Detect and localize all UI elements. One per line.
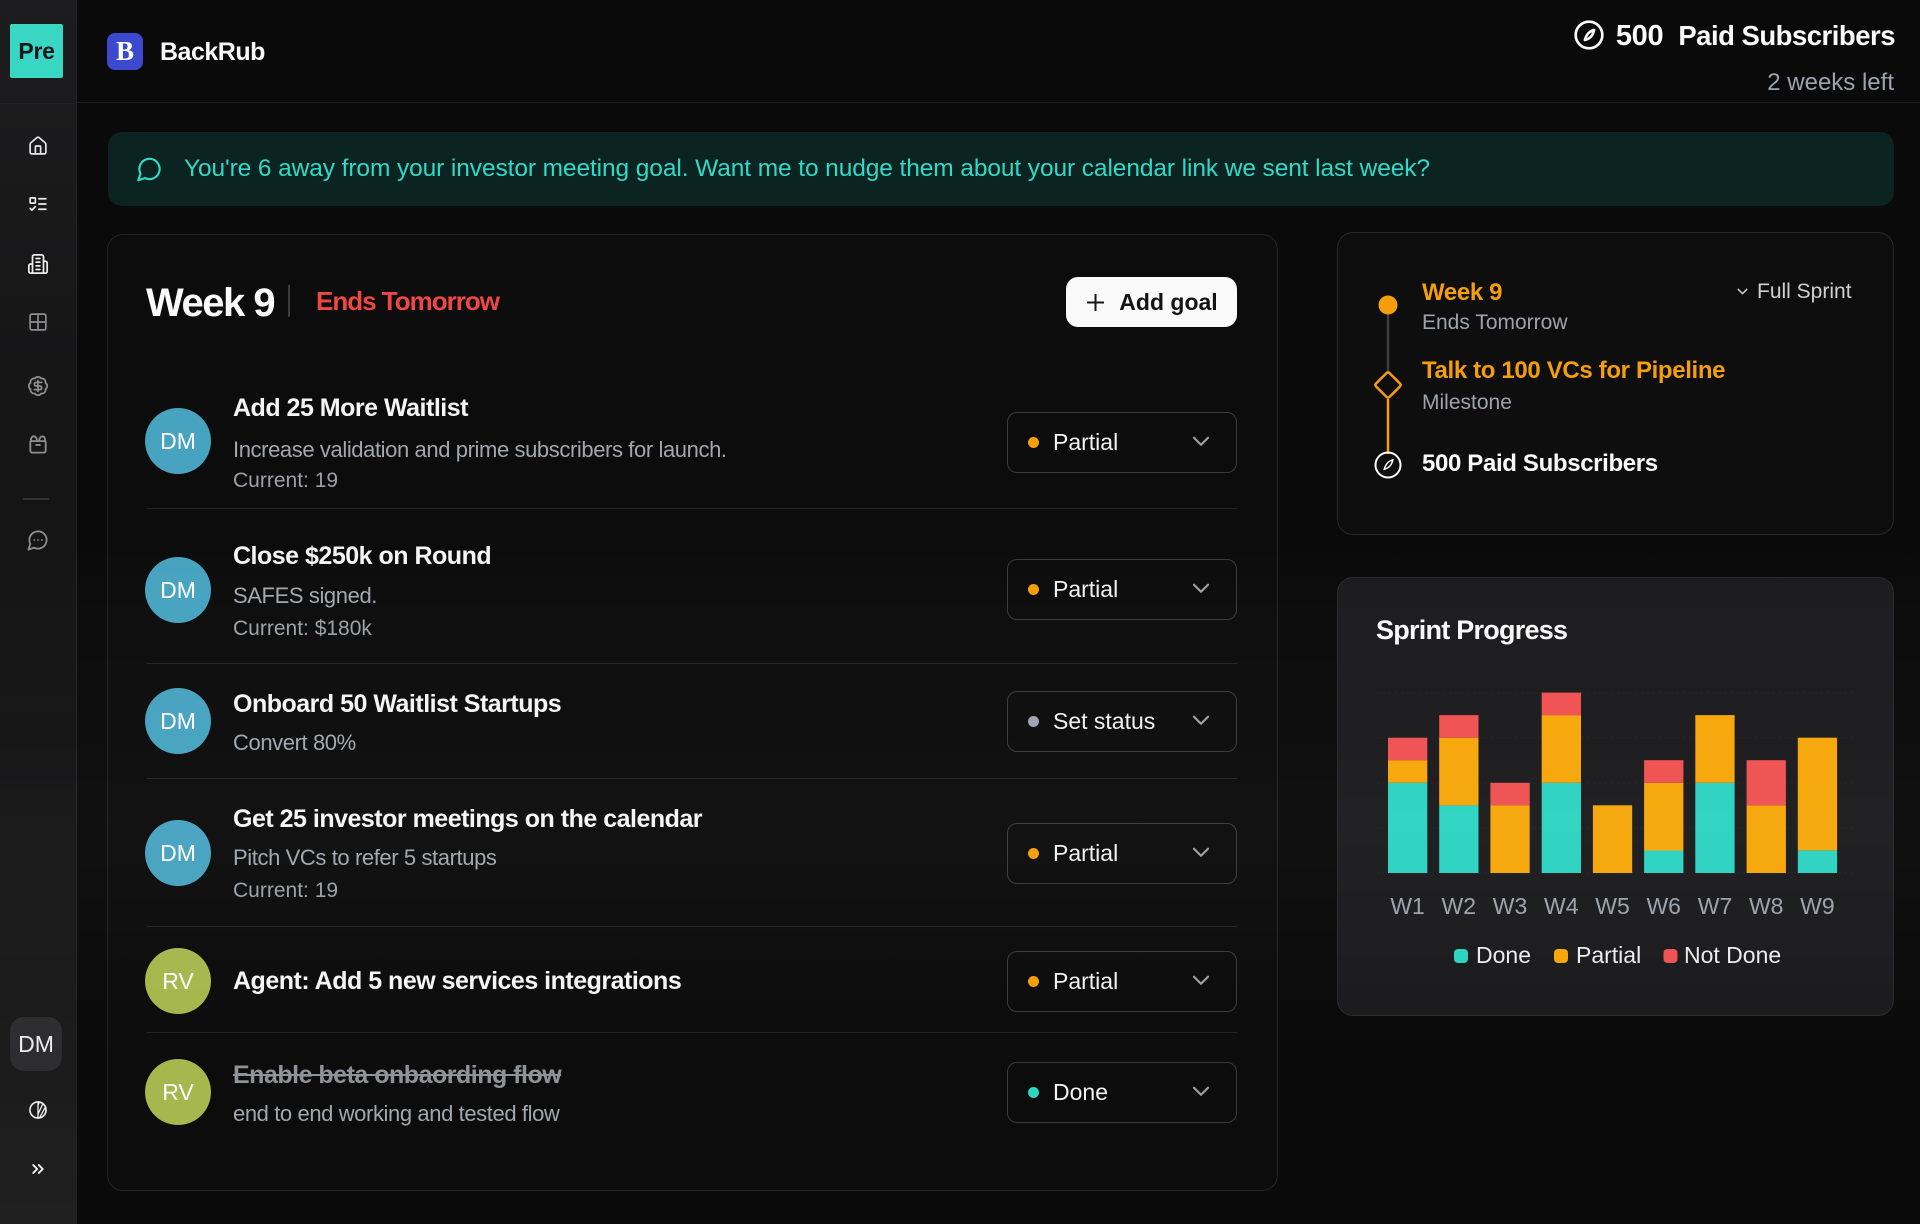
svg-text:Done: Done — [1476, 942, 1531, 968]
svg-text:W9: W9 — [1800, 893, 1835, 919]
svg-text:Not Done: Not Done — [1684, 942, 1781, 968]
svg-text:Partial: Partial — [1576, 942, 1641, 968]
svg-text:W7: W7 — [1698, 893, 1733, 919]
svg-text:W8: W8 — [1749, 893, 1784, 919]
svg-text:W2: W2 — [1442, 893, 1477, 919]
svg-text:W3: W3 — [1493, 893, 1528, 919]
svg-text:W4: W4 — [1544, 893, 1579, 919]
svg-text:W5: W5 — [1595, 893, 1630, 919]
svg-text:W1: W1 — [1390, 893, 1425, 919]
svg-text:W6: W6 — [1646, 893, 1681, 919]
